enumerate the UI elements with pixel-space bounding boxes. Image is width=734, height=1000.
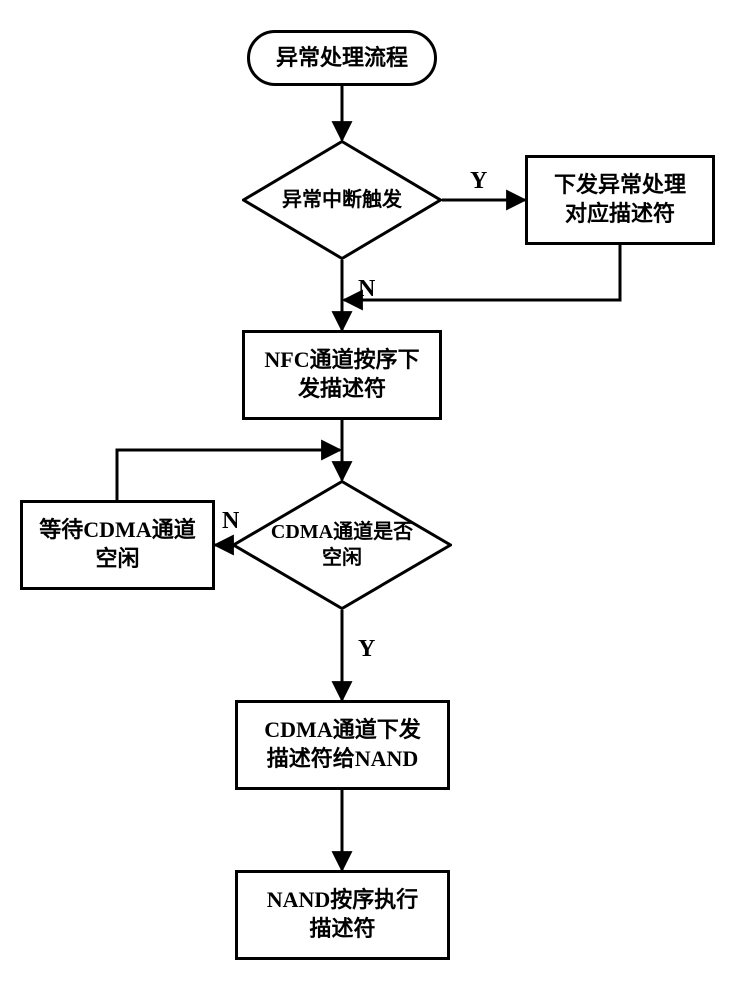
process-cdma-issue-label: CDMA通道下发 描述符给NAND	[264, 716, 420, 773]
start-label: 异常处理流程	[276, 44, 408, 73]
start-node: 异常处理流程	[247, 30, 437, 86]
process-nfc-issue: NFC通道按序下 发描述符	[242, 330, 442, 420]
decision-interrupt: 异常中断触发	[242, 140, 442, 260]
process-issue-exception-descriptor-label: 下发异常处理 对应描述符	[554, 171, 686, 228]
edge-label-d2-n: N	[222, 508, 239, 535]
process-nand-execute-label: NAND按序执行 描述符	[267, 886, 419, 943]
edge-label-d2-y: Y	[358, 636, 375, 663]
process-cdma-issue: CDMA通道下发 描述符给NAND	[235, 700, 450, 790]
process-issue-exception-descriptor: 下发异常处理 对应描述符	[525, 155, 715, 245]
process-wait-cdma: 等待CDMA通道 空闲	[20, 500, 215, 590]
edge-label-d1-y: Y	[470, 168, 487, 195]
edge-label-d1-n: N	[358, 276, 375, 303]
process-nfc-issue-label: NFC通道按序下 发描述符	[264, 346, 419, 403]
decision-cdma-idle: CDMA通道是否 空闲	[232, 480, 452, 610]
decision-cdma-idle-label: CDMA通道是否 空闲	[271, 519, 413, 571]
process-wait-cdma-label: 等待CDMA通道 空闲	[39, 516, 195, 573]
decision-interrupt-label: 异常中断触发	[282, 187, 402, 213]
process-nand-execute: NAND按序执行 描述符	[235, 870, 450, 960]
